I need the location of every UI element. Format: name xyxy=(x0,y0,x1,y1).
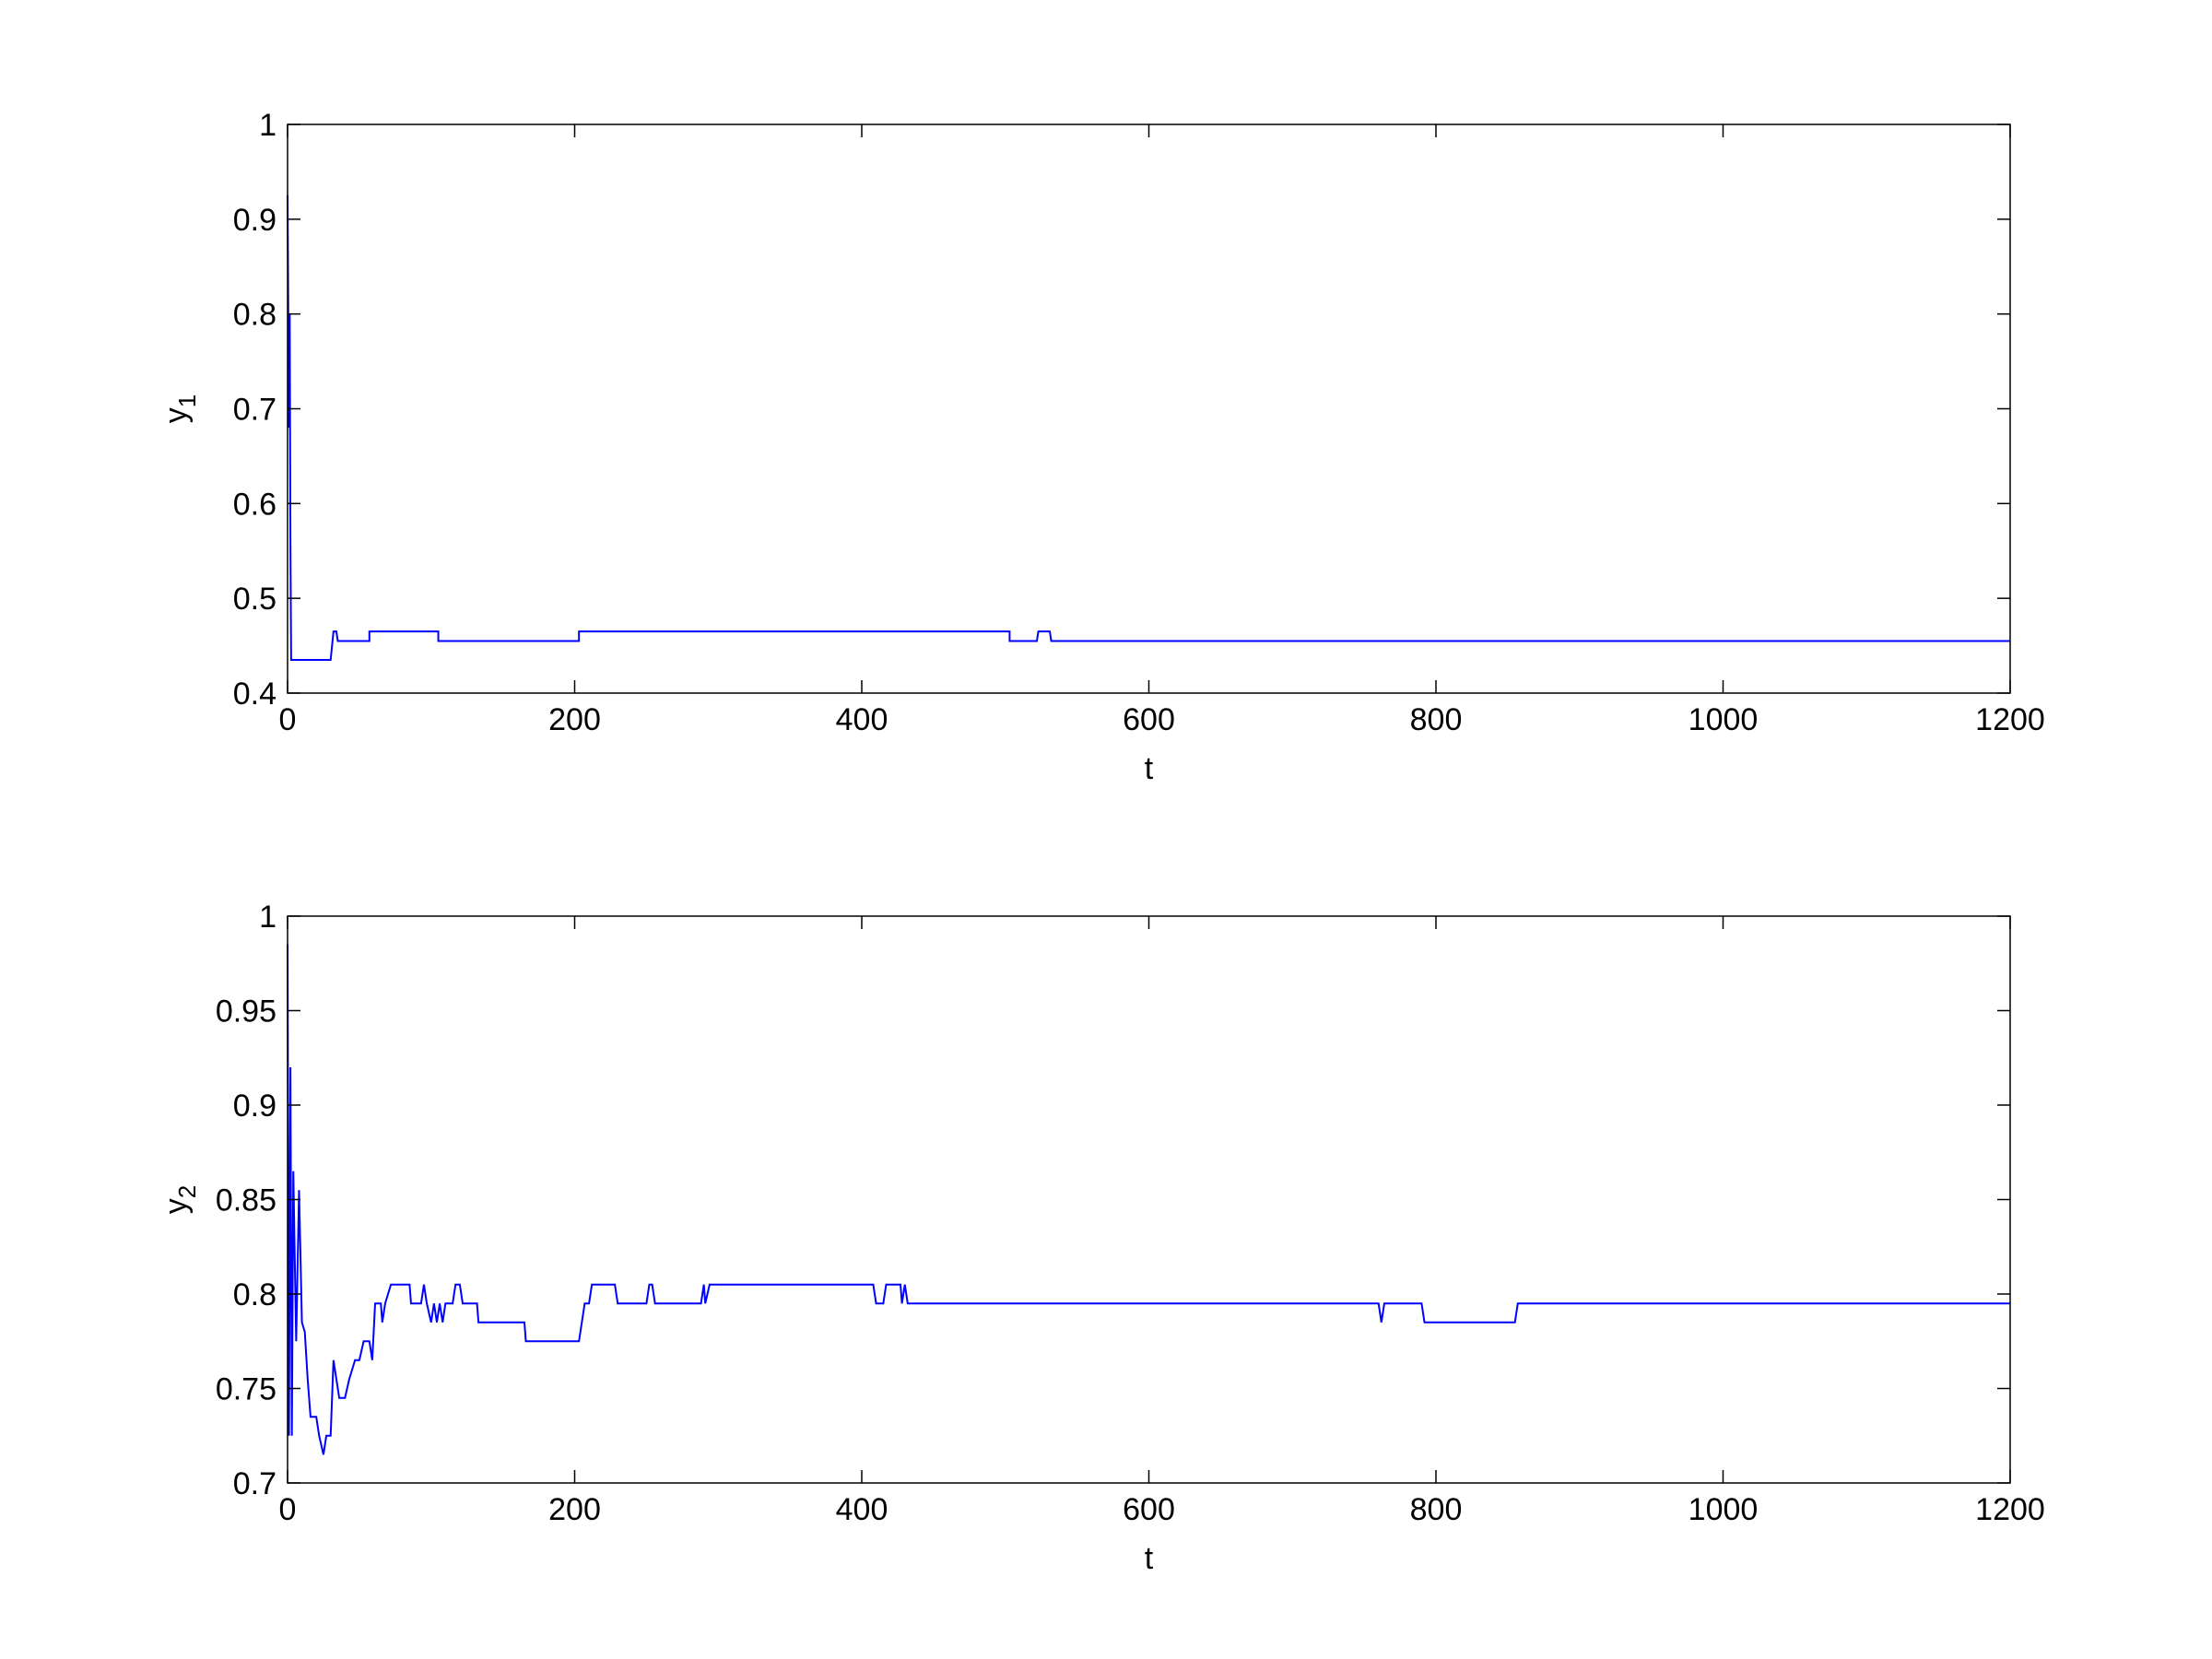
y-tick-label: 0.5 xyxy=(233,582,276,617)
y-axis-label-sub: 2 xyxy=(173,1185,201,1198)
x-tick-label: 600 xyxy=(1123,1492,1175,1527)
y-tick-label: 0.9 xyxy=(233,1088,276,1124)
y-tick-label: 0.75 xyxy=(216,1372,276,1407)
y-axis-label-main: y xyxy=(159,1198,194,1214)
y-tick-label: 0.7 xyxy=(233,393,276,428)
y-axis-label: y2 xyxy=(159,1185,201,1214)
x-tick-label: 400 xyxy=(836,1492,888,1527)
data-line xyxy=(287,944,2010,1455)
x-tick-label: 1000 xyxy=(1688,1492,1759,1527)
x-tick-label: 400 xyxy=(836,702,888,737)
y-tick-label: 0.7 xyxy=(233,1466,276,1501)
y-tick-label: 0.6 xyxy=(233,487,276,522)
y-tick-label: 0.4 xyxy=(233,677,276,712)
y-tick-label: 0.95 xyxy=(216,994,276,1030)
y-tick-label: 1 xyxy=(259,900,276,935)
x-tick-label: 800 xyxy=(1410,1492,1463,1527)
y-axis-label-sub: 1 xyxy=(173,394,201,407)
x-tick-label: 1000 xyxy=(1688,702,1759,737)
x-tick-label: 200 xyxy=(548,702,601,737)
x-tick-label: 800 xyxy=(1410,702,1463,737)
x-tick-label: 200 xyxy=(548,1492,601,1527)
x-tick-label: 600 xyxy=(1123,702,1175,737)
x-tick-label: 0 xyxy=(279,702,297,737)
x-tick-label: 1200 xyxy=(1975,702,2045,737)
y-tick-label: 0.8 xyxy=(233,298,276,333)
y-tick-label: 0.8 xyxy=(233,1277,276,1312)
x-axis-label: t xyxy=(1145,751,1154,786)
x-tick-label: 0 xyxy=(279,1492,297,1527)
x-axis-label: t xyxy=(1145,1541,1154,1576)
y-tick-label: 0.9 xyxy=(233,203,276,238)
data-line xyxy=(287,195,2010,662)
x-tick-label: 1200 xyxy=(1975,1492,2045,1527)
y-axis-label-main: y xyxy=(159,407,194,423)
plot-area xyxy=(288,124,2010,693)
plot-area xyxy=(288,916,2010,1483)
y-axis-label: y1 xyxy=(159,394,201,423)
y-tick-label: 0.85 xyxy=(216,1183,276,1218)
y-tick-label: 1 xyxy=(259,108,276,143)
